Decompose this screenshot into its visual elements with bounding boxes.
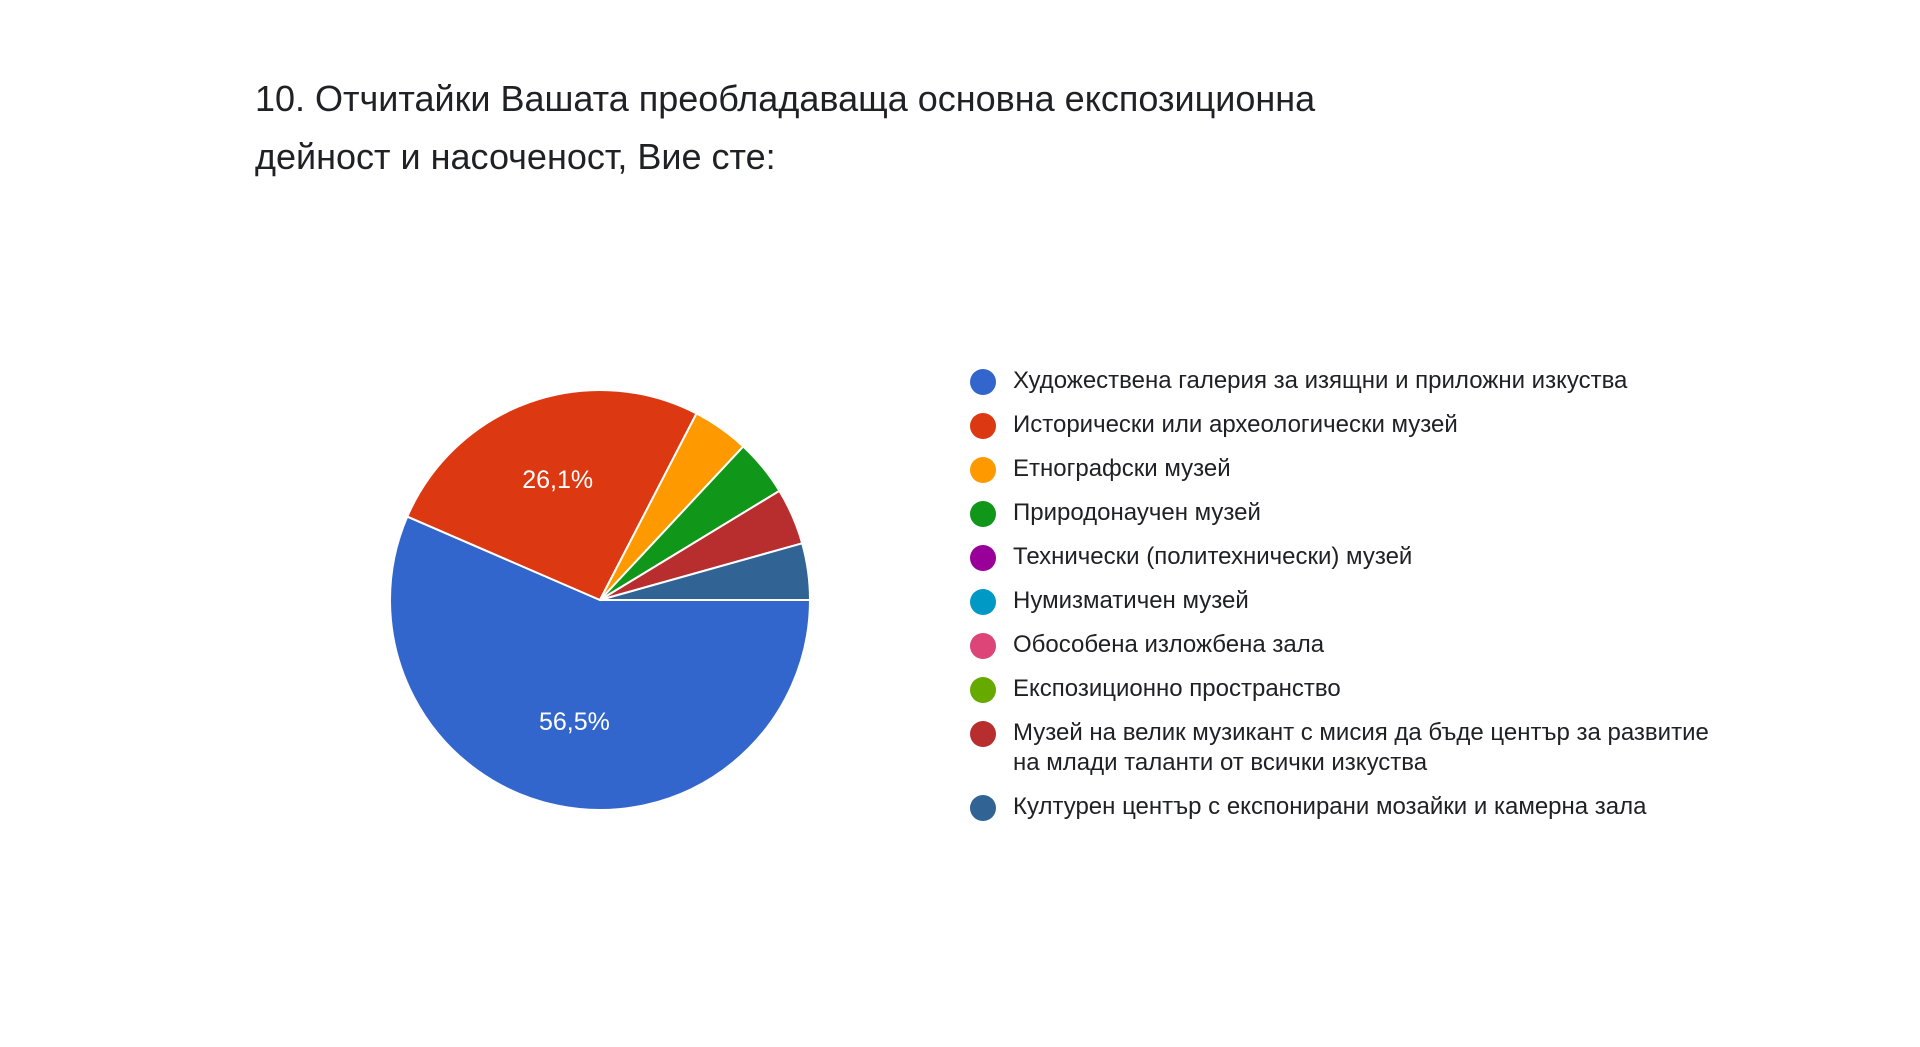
- pie-slice-0: [389, 515, 812, 811]
- legend-item-6[interactable]: Обособена изложбена зала: [970, 630, 1730, 660]
- legend-item-2[interactable]: Етнографски музей: [970, 454, 1730, 484]
- legend-dot-icon: [970, 633, 996, 659]
- legend-label: Културен център с експонирани мозайки и …: [1013, 793, 1647, 820]
- legend-item-7[interactable]: Експозиционно пространство: [970, 674, 1730, 704]
- legend-dot-icon: [970, 721, 996, 747]
- legend-item-5[interactable]: Нумизматичен музей: [970, 586, 1730, 616]
- pie-label-1: 26,1%: [522, 466, 593, 494]
- pie-label-0: 56,5%: [539, 708, 610, 736]
- legend-dot-icon: [970, 413, 996, 439]
- legend-label: Етнографски музей: [1013, 455, 1231, 482]
- legend-label: Експозиционно пространство: [1013, 675, 1341, 702]
- legend-item-8[interactable]: Музей на велик музикант с мисия да бъде …: [970, 718, 1730, 778]
- legend-label: Обособена изложбена зала: [1013, 631, 1325, 658]
- legend-dot-icon: [970, 589, 996, 615]
- legend-dot-icon: [970, 369, 996, 395]
- legend-label: Технически (политехнически) музей: [1013, 543, 1413, 570]
- pie-slice-1: [405, 389, 698, 602]
- chart-legend: Художествена галерия за изящни и приложн…: [970, 366, 1730, 836]
- legend-item-4[interactable]: Технически (политехнически) музей: [970, 542, 1730, 572]
- chart-title-line-1: 10. Отчитайки Вашата преобладаваща основ…: [255, 78, 1316, 119]
- legend-dot-icon: [970, 795, 996, 821]
- pie-slice-9: [599, 542, 812, 601]
- legend-dot-icon: [970, 545, 996, 571]
- pie-chart-svg: 56,5% 26,1%: [389, 389, 812, 811]
- legend-label: Художествена галерия за изящни и приложн…: [1013, 367, 1628, 394]
- legend-label: Музей на велик музикант с мисия да бъде …: [1013, 719, 1709, 776]
- chart-title: 10. Отчитайки Вашата преобладаваща основ…: [255, 70, 1555, 186]
- legend-label: Исторически или археологически музей: [1013, 411, 1458, 438]
- legend-item-0[interactable]: Художествена галерия за изящни и приложн…: [970, 366, 1730, 396]
- legend-dot-icon: [970, 501, 996, 527]
- legend-dot-icon: [970, 457, 996, 483]
- legend-label: Нумизматичен музей: [1013, 587, 1249, 614]
- legend-label: Природонаучен музей: [1013, 499, 1261, 526]
- legend-item-1[interactable]: Исторически или археологически музей: [970, 410, 1730, 440]
- legend-item-3[interactable]: Природонаучен музей: [970, 498, 1730, 528]
- legend-item-9[interactable]: Културен център с експонирани мозайки и …: [970, 792, 1730, 822]
- legend-dot-icon: [970, 677, 996, 703]
- pie-chart: 56,5% 26,1%: [380, 380, 820, 820]
- chart-title-line-2: дейност и насоченост, Вие сте:: [255, 136, 776, 177]
